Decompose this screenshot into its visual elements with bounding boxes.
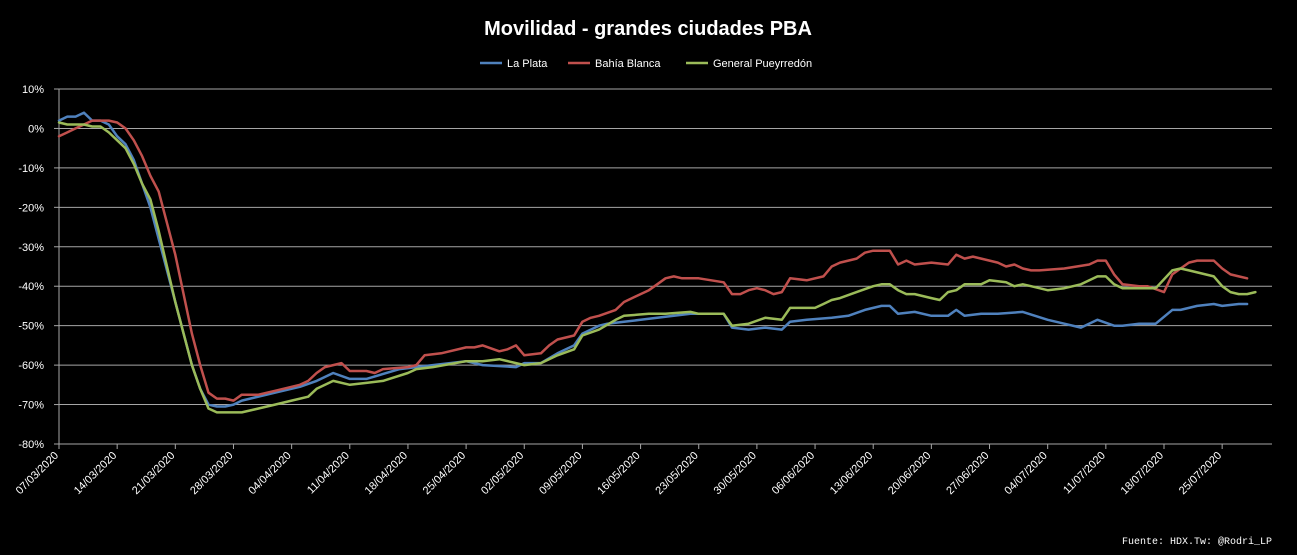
series-lines bbox=[57, 111, 1257, 414]
chart-title: Movilidad - grandes ciudades PBA bbox=[484, 18, 812, 40]
series-line-general-pueyrredon bbox=[57, 121, 1257, 414]
y-tick-label: -60% bbox=[18, 360, 44, 372]
y-tick-label: -40% bbox=[18, 281, 44, 293]
y-tick-label: 0% bbox=[28, 123, 44, 135]
y-tick-label: -70% bbox=[18, 400, 44, 412]
y-tick-label: -80% bbox=[18, 439, 44, 451]
legend-label-general-pueyrredon: General Pueyrredón bbox=[713, 58, 812, 70]
series-line-bahia-blanca bbox=[57, 119, 1249, 402]
y-tick-label: -30% bbox=[18, 242, 44, 254]
y-tick-label: -10% bbox=[18, 163, 44, 175]
legend: La Plata Bahía Blanca General Pueyrredón bbox=[480, 58, 812, 70]
y-axis: 10% 0% -10% -20% -30% -40% -50% -60% -70% -80% bbox=[18, 84, 60, 451]
y-tick-label: 10% bbox=[22, 84, 44, 96]
y-tick-label: -50% bbox=[18, 321, 44, 333]
legend-label-bahia-blanca: Bahía Blanca bbox=[595, 58, 661, 70]
legend-label-la-plata: La Plata bbox=[507, 58, 548, 70]
y-tick-label: -20% bbox=[18, 202, 44, 214]
source-note: Fuente: HDX.Tw: @Rodri_LP bbox=[1122, 536, 1272, 548]
